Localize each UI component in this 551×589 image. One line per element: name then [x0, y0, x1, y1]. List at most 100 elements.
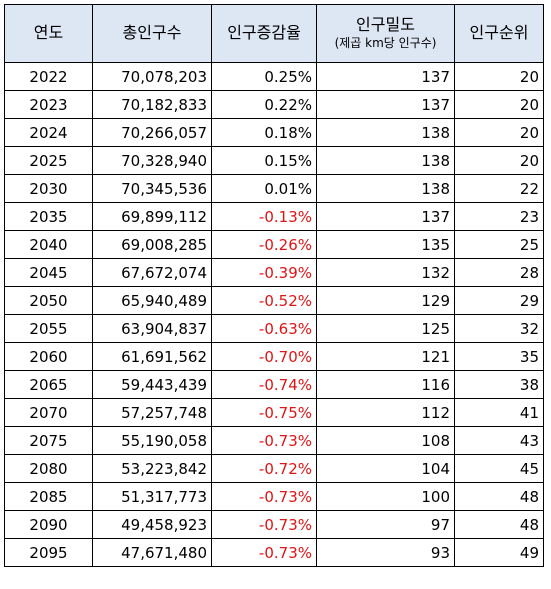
- table-row: 2050 65,940,489 -0.52% 129 29: [4, 286, 544, 315]
- growth-rate-cell: -0.13%: [211, 202, 317, 231]
- density-cell: 138: [316, 174, 455, 203]
- rank-cell: 41: [454, 398, 544, 427]
- year-cell: 2075: [4, 426, 93, 455]
- growth-rate-cell: -0.52%: [211, 286, 317, 315]
- rank-cell: 22: [454, 174, 544, 203]
- year-cell: 2045: [4, 258, 93, 287]
- rank-cell: 20: [454, 118, 544, 147]
- density-cell: 137: [316, 202, 455, 231]
- total-population-cell: 70,182,833: [92, 90, 212, 119]
- growth-rate-cell: -0.63%: [211, 314, 317, 343]
- total-population-cell: 70,078,203: [92, 62, 212, 91]
- total-population-cell: 65,940,489: [92, 286, 212, 315]
- rank-cell: 35: [454, 342, 544, 371]
- rank-cell: 45: [454, 454, 544, 483]
- year-cell: 2060: [4, 342, 93, 371]
- rank-cell: 32: [454, 314, 544, 343]
- table-row: 2023 70,182,833 0.22% 137 20: [4, 90, 544, 119]
- growth-rate-cell: -0.73%: [211, 510, 317, 539]
- table-row: 2060 61,691,562 -0.70% 121 35: [4, 342, 544, 371]
- year-cell: 2040: [4, 230, 93, 259]
- table-row: 2075 55,190,058 -0.73% 108 43: [4, 426, 544, 455]
- total-population-cell: 55,190,058: [92, 426, 212, 455]
- growth-rate-cell: -0.73%: [211, 426, 317, 455]
- table-row: 2090 49,458,923 -0.73% 97 48: [4, 510, 544, 539]
- population-table: 연도 총인구수 인구증감율 인구밀도 (제곱 km당 인구수) 인구순위 202…: [4, 4, 544, 567]
- rank-cell: 29: [454, 286, 544, 315]
- total-population-cell: 47,671,480: [92, 538, 212, 567]
- year-cell: 2023: [4, 90, 93, 119]
- growth-rate-cell: -0.74%: [211, 370, 317, 399]
- density-cell: 121: [316, 342, 455, 371]
- rank-cell: 25: [454, 230, 544, 259]
- growth-rate-cell: -0.70%: [211, 342, 317, 371]
- density-cell: 116: [316, 370, 455, 399]
- density-cell: 104: [316, 454, 455, 483]
- rank-cell: 48: [454, 482, 544, 511]
- total-population-cell: 69,008,285: [92, 230, 212, 259]
- density-header: 인구밀도 (제곱 km당 인구수): [316, 4, 455, 63]
- year-cell: 2030: [4, 174, 93, 203]
- growth-rate-cell: 0.25%: [211, 62, 317, 91]
- table-row: 2045 67,672,074 -0.39% 132 28: [4, 258, 544, 287]
- rank-cell: 20: [454, 146, 544, 175]
- density-cell: 129: [316, 286, 455, 315]
- total-population-cell: 70,345,536: [92, 174, 212, 203]
- year-cell: 2080: [4, 454, 93, 483]
- growth-rate-cell: -0.39%: [211, 258, 317, 287]
- year-cell: 2024: [4, 118, 93, 147]
- density-header-title: 인구밀도: [356, 15, 415, 35]
- total-population-cell: 69,899,112: [92, 202, 212, 231]
- year-header: 연도: [4, 4, 93, 63]
- header-row: 연도 총인구수 인구증감율 인구밀도 (제곱 km당 인구수) 인구순위: [4, 4, 544, 63]
- growth-rate-cell: -0.72%: [211, 454, 317, 483]
- table-row: 2035 69,899,112 -0.13% 137 23: [4, 202, 544, 231]
- rank-cell: 38: [454, 370, 544, 399]
- rank-cell: 43: [454, 426, 544, 455]
- density-cell: 138: [316, 146, 455, 175]
- density-cell: 132: [316, 258, 455, 287]
- table-row: 2055 63,904,837 -0.63% 125 32: [4, 314, 544, 343]
- rank-cell: 23: [454, 202, 544, 231]
- total-population-cell: 70,328,940: [92, 146, 212, 175]
- total-population-cell: 70,266,057: [92, 118, 212, 147]
- growth-rate-cell: -0.73%: [211, 538, 317, 567]
- total-population-cell: 57,257,748: [92, 398, 212, 427]
- growth-rate-cell: 0.15%: [211, 146, 317, 175]
- year-cell: 2035: [4, 202, 93, 231]
- year-cell: 2085: [4, 482, 93, 511]
- density-cell: 137: [316, 90, 455, 119]
- growth-rate-cell: 0.18%: [211, 118, 317, 147]
- year-cell: 2065: [4, 370, 93, 399]
- table-row: 2040 69,008,285 -0.26% 135 25: [4, 230, 544, 259]
- density-cell: 97: [316, 510, 455, 539]
- year-cell: 2055: [4, 314, 93, 343]
- total-population-cell: 49,458,923: [92, 510, 212, 539]
- year-cell: 2095: [4, 538, 93, 567]
- total-population-cell: 51,317,773: [92, 482, 212, 511]
- growth-rate-cell: -0.26%: [211, 230, 317, 259]
- density-cell: 137: [316, 62, 455, 91]
- total-population-cell: 59,443,439: [92, 370, 212, 399]
- rank-cell: 28: [454, 258, 544, 287]
- total-population-cell: 61,691,562: [92, 342, 212, 371]
- growth-rate-cell: 0.01%: [211, 174, 317, 203]
- year-cell: 2070: [4, 398, 93, 427]
- density-cell: 112: [316, 398, 455, 427]
- rank-header: 인구순위: [454, 4, 544, 63]
- growth-rate-cell: -0.75%: [211, 398, 317, 427]
- density-header-subtitle: (제곱 km당 인구수): [334, 35, 437, 50]
- density-cell: 108: [316, 426, 455, 455]
- growth-rate-cell: -0.73%: [211, 482, 317, 511]
- table-row: 2085 51,317,773 -0.73% 100 48: [4, 482, 544, 511]
- year-cell: 2025: [4, 146, 93, 175]
- table-row: 2080 53,223,842 -0.72% 104 45: [4, 454, 544, 483]
- table-row: 2065 59,443,439 -0.74% 116 38: [4, 370, 544, 399]
- table-row: 2025 70,328,940 0.15% 138 20: [4, 146, 544, 175]
- rank-cell: 49: [454, 538, 544, 567]
- total-population-header: 총인구수: [92, 4, 212, 63]
- density-cell: 93: [316, 538, 455, 567]
- year-cell: 2090: [4, 510, 93, 539]
- growth-rate-cell: 0.22%: [211, 90, 317, 119]
- rank-cell: 20: [454, 90, 544, 119]
